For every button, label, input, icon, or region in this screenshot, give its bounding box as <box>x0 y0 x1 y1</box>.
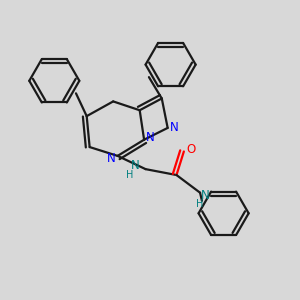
Text: H: H <box>126 170 134 180</box>
Text: N: N <box>201 189 210 202</box>
Text: N: N <box>146 131 155 144</box>
Text: N: N <box>107 152 116 165</box>
Text: N: N <box>170 122 178 134</box>
Text: O: O <box>187 143 196 157</box>
Text: N: N <box>131 159 140 172</box>
Text: H: H <box>196 200 204 209</box>
